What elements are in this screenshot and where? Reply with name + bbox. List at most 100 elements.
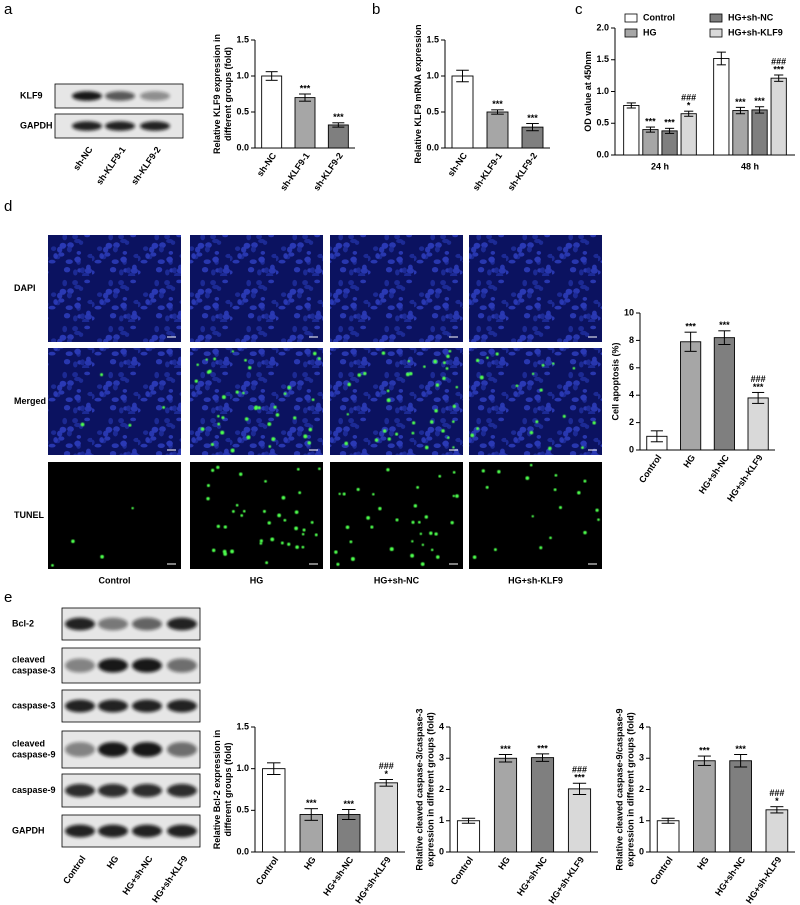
blot-band	[72, 91, 102, 101]
legend-label: HG+sh-KLF9	[728, 27, 783, 37]
tunel-dot	[303, 434, 308, 439]
tunel-dot	[381, 351, 386, 355]
tunel-dot	[210, 442, 214, 447]
blot-lane-label: Control	[61, 854, 88, 886]
legend-label: HG	[643, 27, 657, 37]
blot-lane-label: HG+sh-KLF9	[150, 854, 190, 905]
blot-row-label: cleaved	[12, 654, 45, 664]
tunel-dot	[597, 518, 600, 521]
tunel-dot	[583, 530, 587, 535]
y-tick-label: 0.5	[236, 106, 249, 116]
bar	[337, 814, 361, 853]
y-tick-label: 0.0	[426, 142, 439, 152]
tunel-dot	[162, 405, 166, 409]
tunel-dot	[131, 506, 134, 510]
tunel-dot	[419, 532, 423, 536]
significance-marker: ***	[527, 113, 538, 123]
bar	[680, 113, 697, 156]
tunel-dot	[411, 520, 415, 524]
blot-band	[98, 617, 128, 631]
x-tick-label: HG+sh-KLF9	[744, 855, 784, 905]
x-tick-label: HG+sh-NC	[713, 854, 747, 897]
legend-swatch	[624, 28, 638, 38]
tunel-dot	[293, 416, 297, 420]
tunel-dot	[206, 370, 211, 374]
tunel-dot	[446, 354, 450, 359]
tunel-dot	[548, 446, 552, 451]
y-tick-label: 1.5	[236, 721, 249, 731]
y-tick-label: 4	[439, 721, 444, 731]
tunel-dot	[336, 562, 340, 566]
x-tick-label: HG	[681, 453, 697, 470]
micro-panel	[48, 348, 181, 455]
bar	[294, 97, 316, 149]
tunel-dot	[435, 555, 440, 559]
tunel-dot	[531, 372, 535, 376]
y-tick-label: 2.0	[596, 22, 609, 32]
bar	[493, 757, 518, 853]
blot-band	[98, 783, 128, 798]
y-tick-label: 0	[639, 846, 644, 856]
y-tick-label: 1.0	[236, 70, 249, 80]
micro-row-label: DAPI	[14, 283, 36, 293]
tunel-dot	[357, 373, 362, 377]
tunel-dot	[386, 398, 391, 403]
legend-swatch	[624, 13, 638, 23]
blot-band	[132, 824, 162, 838]
y-axis-label: Cell apoptosis (%)	[610, 342, 620, 420]
tunel-dot	[493, 548, 497, 552]
tunel-dot	[472, 555, 477, 559]
tunel-dot	[374, 438, 379, 442]
bar	[486, 111, 509, 149]
tunel-dot	[495, 352, 499, 356]
tunel-dot	[302, 528, 306, 532]
x-tick-label: sh-KLF9-1	[278, 151, 311, 193]
tunel-dot	[592, 421, 596, 425]
blot-lane-label: sh-KLF9-2	[129, 145, 162, 187]
tunel-dot	[429, 420, 434, 424]
blot-band	[140, 121, 170, 131]
y-tick-label: 10	[624, 307, 634, 317]
tunel-dot	[515, 384, 519, 388]
panel-letter: d	[4, 198, 12, 215]
significance-marker: *	[775, 796, 779, 806]
y-axis-label: Relative cleaved caspase-3/caspase-3	[414, 708, 424, 870]
y-tick-label: 4	[639, 721, 644, 731]
tunel-dot	[423, 365, 426, 368]
bar	[567, 788, 592, 853]
significance-marker: ***	[306, 798, 317, 808]
tunel-dot	[298, 491, 302, 495]
tunel-dot	[308, 427, 313, 432]
y-axis-label: Relative cleaved caspase-9/caspase-9	[614, 708, 624, 870]
blot-row-label: KLF9	[20, 90, 43, 100]
tunel-dot	[349, 540, 353, 544]
tunel-dot	[434, 408, 438, 413]
micro-panel	[469, 462, 602, 569]
tunel-dot	[535, 420, 539, 424]
tunel-dot	[267, 422, 272, 427]
significance-marker: ***	[664, 118, 675, 128]
blot-lane-label: HG	[105, 854, 121, 871]
y-tick-label: 0.0	[236, 142, 249, 152]
micro-panel	[48, 235, 181, 342]
tunel-dot	[231, 509, 235, 513]
bar	[327, 124, 349, 149]
significance-marker: ***	[343, 799, 354, 809]
tunel-dot	[311, 398, 315, 402]
blot-band	[98, 699, 128, 713]
y-tick-label: 0	[629, 444, 634, 454]
tunel-dot	[221, 416, 225, 420]
tunel-dot	[235, 503, 239, 507]
bar	[456, 820, 481, 853]
blot-band	[98, 742, 128, 757]
significance-marker: ###	[572, 765, 587, 775]
blot-band	[132, 658, 162, 673]
tunel-dot	[481, 469, 485, 473]
y-tick-label: 1	[639, 815, 644, 825]
tunel-dot	[435, 383, 440, 387]
blot-lane-label: HG+sh-NC	[120, 853, 154, 896]
significance-marker: ***	[754, 96, 765, 106]
tunel-dot	[71, 539, 75, 544]
tunel-dot	[242, 509, 246, 513]
y-tick-label: 0.0	[596, 149, 609, 159]
